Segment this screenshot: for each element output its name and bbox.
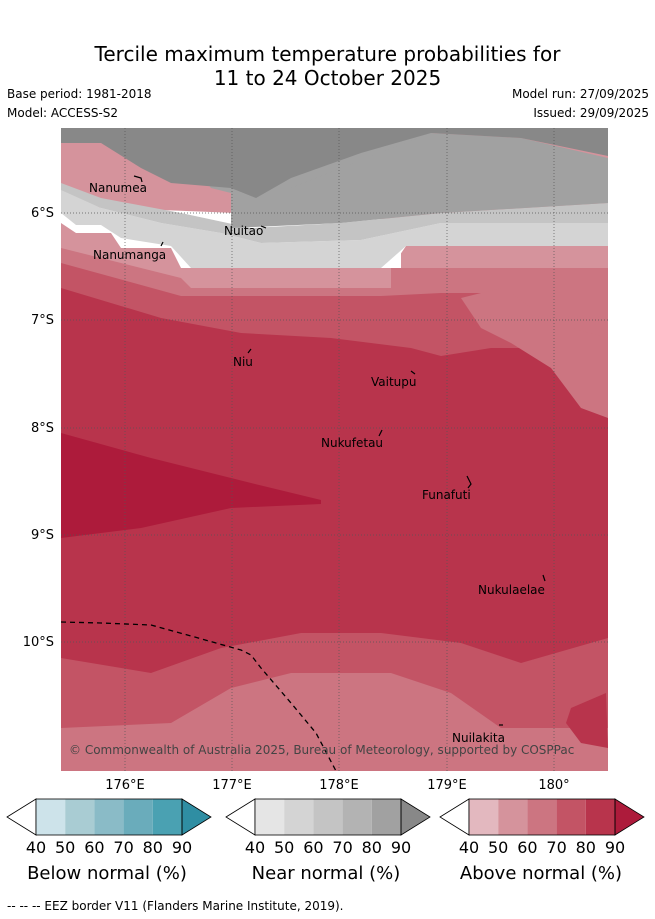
island-outlines (133, 175, 546, 726)
colorbar-segment (284, 799, 314, 835)
colorbar-max-extension (181, 798, 212, 836)
colorbar-below-normal (6, 798, 212, 836)
lat-label: 6°S (30, 206, 54, 221)
island-label-funafuti: Funafuti (422, 488, 471, 502)
island-label-nuitao: Nuitao (224, 224, 264, 238)
eez-legend: -- -- -- EEZ border V11 (Flanders Marine… (7, 899, 344, 913)
colorbar-tick-label: 80 (361, 838, 382, 857)
lat-label: 8°S (30, 421, 54, 436)
colorbar-tick-label: 40 (458, 838, 480, 857)
colorbar-tick-label: 50 (55, 838, 76, 857)
colorbar-segment (65, 799, 95, 835)
zone-above-80-lower (566, 693, 608, 748)
island-label-nukufetau: Nukufetau (321, 436, 384, 450)
colorbar-min-extension (439, 798, 470, 836)
colorbar-tick-label: 70 (113, 838, 134, 857)
colorbar-tick-label: 80 (142, 838, 163, 857)
colorbar-frame (35, 798, 183, 836)
colorbar-segment (94, 799, 124, 835)
colorbar-max-extension (400, 798, 431, 836)
colorbar-tick-label: 50 (274, 838, 295, 857)
colorbar-tick-label: 90 (171, 838, 193, 857)
zone-above-90 (61, 433, 321, 538)
colorbar-tick-label: 90 (604, 838, 626, 857)
colorbar-tick-label: 90 (390, 838, 412, 857)
colorbar-segment (36, 799, 66, 835)
lon-label: 179°E (427, 778, 467, 793)
lat-label: 9°S (30, 528, 54, 543)
colorbar-tick-label: 60 (303, 838, 324, 857)
colorbar-tick-label: 70 (332, 838, 353, 857)
lat-label: 10°S (22, 635, 54, 650)
island-label-nanumanga: Nanumanga (93, 248, 167, 262)
title-line-1: Tercile maximum temperature probabilitie… (94, 42, 561, 66)
lon-label: 178°E (319, 778, 359, 793)
colorbar-segment (313, 799, 343, 835)
colorbar-max-extension (614, 798, 645, 836)
island-label-nukulaelae: Nukulaelae (478, 583, 545, 597)
copyright-notice: © Commonwealth of Australia 2025, Bureau… (69, 743, 575, 757)
gridlines (61, 128, 608, 771)
colorbar-tick-label: 40 (244, 838, 266, 857)
island-label-niu: Niu (233, 355, 253, 369)
colorbar-frame (254, 798, 402, 836)
colorbar-segment (342, 799, 372, 835)
lat-label: 7°S (30, 313, 54, 328)
colorbar-tick-label: 40 (25, 838, 47, 857)
colorbar-segment (556, 799, 586, 835)
island-label-nuilakita: Nuilakita (452, 731, 505, 745)
issued-date: Issued: 29/09/2025 (533, 106, 649, 120)
colorbar-frame (468, 798, 616, 836)
base-period: Base period: 1981-2018 (7, 87, 152, 101)
colorbar-tick-label: 60 (517, 838, 538, 857)
zone-near-60 (61, 183, 608, 243)
colorbar-segment (585, 799, 615, 835)
zone-near-90 (61, 128, 608, 198)
colorbar-segment (469, 799, 499, 835)
title-line-2: 11 to 24 October 2025 (213, 66, 442, 90)
zone-above-60-lower (61, 673, 608, 771)
colorbar-min-extension (225, 798, 256, 836)
lon-label: 180° (538, 778, 570, 793)
colorbar-above-normal (439, 798, 645, 836)
colorbar-segment (527, 799, 557, 835)
colorbar-segment (255, 799, 285, 835)
colorbar-segment (371, 799, 401, 835)
model-run: Model run: 27/09/2025 (511, 87, 649, 101)
colorbar-near-normal (225, 798, 431, 836)
colorbar-title-near: Near normal (%) (251, 863, 401, 884)
colorbar-min-extension (6, 798, 37, 836)
colorbar-segment (123, 799, 153, 835)
colorbars (6, 798, 645, 836)
colorbar-segment (498, 799, 528, 835)
colorbar-title-above: Above normal (%) (459, 863, 623, 884)
probability-map[interactable] (61, 128, 608, 771)
zone-near-50 (61, 188, 608, 268)
eez-border (61, 621, 337, 771)
colorbar-tick-label: 60 (84, 838, 105, 857)
island-label-vaitupu: Vaitupu (371, 375, 417, 389)
colorbar-tick-label: 80 (575, 838, 596, 857)
lon-label: 177°E (212, 778, 252, 793)
lon-label: 176°E (105, 778, 145, 793)
colorbar-segment (152, 799, 182, 835)
model-name: Model: ACCESS-S2 (7, 106, 119, 120)
colorbar-tick-label: 70 (546, 838, 567, 857)
island-label-nanumea: Nanumea (89, 181, 147, 195)
zone-above-60-edge (511, 293, 608, 418)
colorbar-tick-label: 50 (488, 838, 509, 857)
colorbar-title-below: Below normal (%) (27, 863, 187, 884)
